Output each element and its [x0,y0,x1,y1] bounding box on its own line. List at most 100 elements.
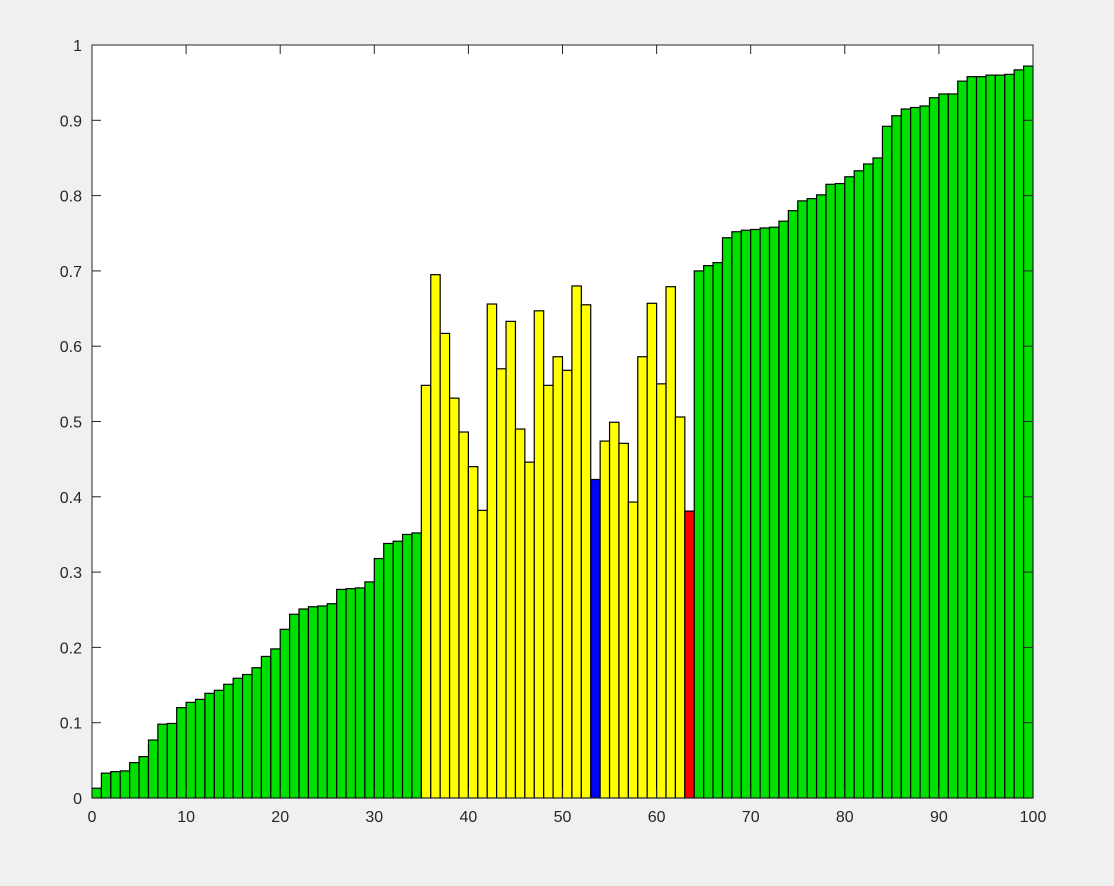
y-tick-label: 0.4 [60,490,82,507]
bar-15 [223,683,234,799]
bar-61 [655,383,667,799]
bar-10 [176,707,187,799]
bar-16 [232,677,244,799]
bar-58 [627,501,639,799]
bar-30 [364,581,375,799]
bar-7 [147,739,159,799]
bar-22 [289,613,300,799]
bar-73 [768,226,780,799]
bar-39 [448,397,460,799]
bar-87 [900,108,912,799]
bar-8 [157,723,168,799]
bar-62 [665,286,677,799]
bar-44 [496,368,507,799]
x-tick-label: 90 [930,809,948,826]
bar-49 [543,384,554,799]
bar-55 [599,440,611,799]
bar-13 [204,692,215,799]
bar-83 [863,163,874,799]
bar-97 [994,74,1006,799]
bar-25 [317,605,328,799]
bar-32 [383,542,394,799]
bar-1 [91,787,103,799]
x-tick-label: 70 [742,809,760,826]
bar-31 [373,557,385,799]
x-tick-label: 100 [1020,809,1047,826]
bar-92 [947,93,959,799]
bar-86 [891,115,902,799]
y-tick-label: 0.1 [60,716,82,733]
bar-54 [590,478,601,799]
bar-59 [637,356,648,799]
bar-52 [571,285,582,799]
bar-42 [477,509,488,799]
bar-19 [260,655,272,799]
y-tick-label: 0.7 [60,264,82,281]
bar-100 [1022,65,1034,799]
bar-57 [618,442,629,799]
y-tick-label: 0 [73,791,82,808]
bar-27 [336,588,347,799]
bar-40 [458,431,469,799]
bar-77 [806,198,818,799]
bar-41 [467,466,479,799]
bar-26 [326,603,338,799]
bar-34 [401,533,413,799]
bar-53 [580,304,592,799]
y-tick-label: 0.5 [60,415,82,432]
bar-67 [712,262,724,799]
bar-20 [270,648,281,799]
x-tick-label: 40 [460,809,478,826]
bar-65 [693,270,705,799]
bar-51 [561,369,573,799]
y-tick-label: 0.9 [60,113,82,130]
bar-95 [975,76,987,799]
bar-18 [251,667,262,799]
bar-35 [411,532,422,799]
bar-75 [787,210,799,799]
bar-36 [420,384,432,799]
bar-56 [608,421,620,799]
bar-48 [533,310,545,799]
bar-68 [721,237,733,799]
x-tick-label: 60 [648,809,666,826]
bar-98 [1004,73,1015,799]
bar-29 [354,587,366,799]
bar-63 [674,416,686,799]
bar-99 [1013,69,1025,799]
bar-28 [345,588,357,799]
bar-85 [881,125,893,799]
bar-81 [844,176,855,799]
bar-3 [110,771,121,799]
bar-43 [486,303,498,799]
bar-91 [938,93,949,799]
x-tick-label: 80 [836,809,854,826]
bar-33 [392,540,404,799]
bar-45 [505,320,517,799]
bar-11 [185,701,197,799]
bar-64 [684,510,695,799]
bar-2 [100,772,112,799]
x-tick-label: 20 [271,809,289,826]
x-tick-label: 10 [177,809,195,826]
bar-12 [194,698,206,799]
bar-71 [750,228,761,799]
bar-78 [815,194,827,799]
bar-79 [825,183,836,799]
bar-60 [646,302,658,799]
bar-17 [241,673,253,799]
bar-23 [298,608,310,799]
bar-82 [853,170,865,799]
x-tick-label: 50 [554,809,572,826]
bar-69 [731,231,742,799]
bar-37 [430,274,441,799]
bar-89 [919,105,931,799]
bar-74 [778,220,789,799]
bar-38 [439,332,451,799]
y-tick-label: 0.2 [60,640,82,657]
bar-47 [524,461,535,799]
y-axis-ticks: 0 0.1 0.2 0.3 0.4 0.5 0.6 0.7 0.8 0.9 1 [60,38,1033,808]
x-tick-label: 0 [88,809,97,826]
bar-94 [966,76,978,799]
